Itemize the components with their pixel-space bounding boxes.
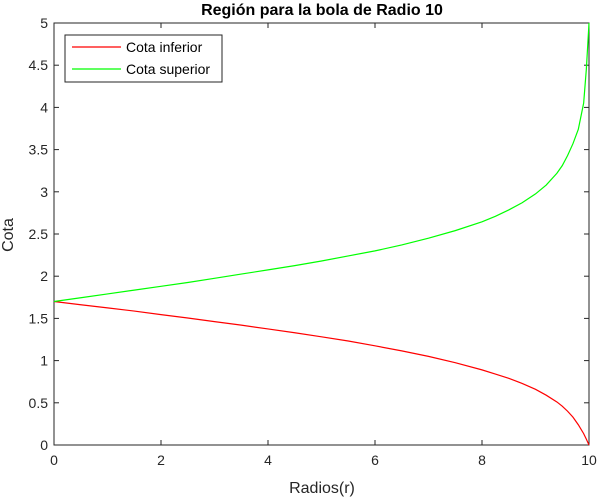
legend-label-cota-inferior: Cota inferior: [126, 39, 203, 55]
legend-label-cota-superior: Cota superior: [126, 61, 210, 77]
y-axis-title: Cota: [0, 218, 17, 252]
series-line-cota-inferior: [53, 300, 590, 446]
x-tick-label: 2: [157, 452, 165, 468]
y-tick-label: 0: [40, 437, 48, 453]
x-tick-label: 10: [581, 452, 597, 468]
y-tick-label: 5: [40, 15, 48, 31]
x-tick-label: 4: [264, 452, 272, 468]
y-tick-label: 2: [40, 268, 48, 284]
x-tick-label: 8: [478, 452, 486, 468]
y-axis: 0 0.5 1 1.5 2 2.5 3 3.5 4 4.5 5: [29, 15, 589, 453]
y-tick-label: 4: [40, 99, 48, 115]
y-tick-label: 1: [40, 353, 48, 369]
chart-title: Región para la bola de Radio 10: [201, 2, 443, 19]
y-tick-label: 4.5: [29, 57, 49, 73]
y-tick-label: 2.5: [29, 226, 49, 242]
legend: Cota inferior Cota superior: [64, 34, 223, 83]
y-tick-label: 1.5: [29, 310, 49, 326]
x-tick-label: 0: [50, 452, 58, 468]
legend-box: [64, 34, 223, 83]
y-tick-label: 3.5: [29, 142, 49, 158]
series-layer: [53, 22, 590, 446]
y-tick-label: 0.5: [29, 395, 49, 411]
x-tick-label: 6: [371, 452, 379, 468]
x-axis: 0 2 4 6 8 10: [50, 23, 597, 468]
plot-area: 0 2 4 6 8 10 0 0.5 1 1.5 2 2.5 3 3.5 4 4.5 5: [29, 15, 597, 468]
y-tick-label: 3: [40, 184, 48, 200]
series-line-cota-superior: [53, 22, 590, 303]
axes-box: [53, 22, 590, 446]
x-axis-title: Radios(r): [289, 480, 355, 497]
